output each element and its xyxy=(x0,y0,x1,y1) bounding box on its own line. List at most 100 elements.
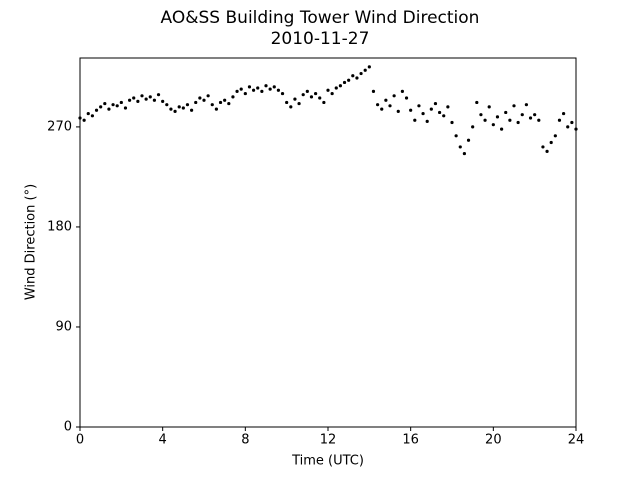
data-point xyxy=(247,85,252,89)
data-point xyxy=(479,113,483,117)
data-point xyxy=(326,88,330,92)
data-point xyxy=(165,103,169,107)
data-point xyxy=(235,89,239,93)
data-point xyxy=(218,100,223,105)
x-tick-label: 20 xyxy=(485,433,502,448)
data-point xyxy=(280,91,285,96)
y-tick-label: 0 xyxy=(64,420,72,435)
data-point xyxy=(239,87,243,91)
data-point xyxy=(227,101,231,106)
data-point xyxy=(144,97,148,101)
data-point xyxy=(111,103,115,107)
data-point xyxy=(156,93,161,97)
data-point xyxy=(409,108,413,112)
data-point xyxy=(500,127,504,131)
chart-title: AO&SS Building Tower Wind Direction xyxy=(161,8,480,28)
data-point xyxy=(107,107,111,111)
data-point xyxy=(396,109,400,113)
data-point xyxy=(252,88,256,92)
data-point xyxy=(301,93,305,97)
data-point xyxy=(231,95,235,99)
data-point xyxy=(256,86,260,90)
data-point xyxy=(181,106,185,110)
data-point xyxy=(495,115,500,119)
data-point xyxy=(524,103,529,107)
data-point xyxy=(99,105,103,109)
data-point xyxy=(491,123,495,127)
data-point xyxy=(417,104,421,108)
data-point xyxy=(198,96,202,100)
data-point xyxy=(260,89,264,93)
data-point xyxy=(264,84,268,88)
data-point xyxy=(119,100,123,105)
data-point xyxy=(528,116,533,120)
data-point xyxy=(553,134,557,138)
data-point xyxy=(94,108,99,112)
data-point xyxy=(570,120,574,125)
data-point xyxy=(549,140,553,145)
data-point xyxy=(128,98,132,102)
data-point xyxy=(86,111,90,116)
data-point xyxy=(367,65,371,69)
data-point xyxy=(359,71,363,76)
data-point xyxy=(148,95,152,99)
data-point xyxy=(173,109,177,113)
data-point xyxy=(462,151,466,156)
data-point xyxy=(388,104,392,108)
data-point xyxy=(289,105,293,109)
data-point xyxy=(285,100,289,105)
x-tick-label: 8 xyxy=(241,433,249,448)
data-point xyxy=(268,87,272,91)
data-point xyxy=(334,86,338,90)
x-tick-label: 4 xyxy=(159,433,167,448)
x-tick-label: 24 xyxy=(568,433,585,448)
data-point xyxy=(404,96,409,100)
data-point xyxy=(314,91,318,96)
data-point xyxy=(458,145,462,149)
data-point xyxy=(210,103,214,107)
data-point xyxy=(272,85,276,89)
x-tick-label: 16 xyxy=(402,433,419,448)
data-point xyxy=(371,89,376,93)
data-point xyxy=(351,74,355,78)
data-point xyxy=(202,98,206,102)
data-point xyxy=(566,125,570,129)
data-point xyxy=(190,108,194,112)
data-point xyxy=(466,138,471,142)
data-point xyxy=(557,118,562,122)
data-point xyxy=(305,89,309,93)
data-point xyxy=(487,105,491,109)
data-point xyxy=(194,100,198,105)
data-point xyxy=(392,94,396,98)
data-point xyxy=(82,118,86,122)
data-point xyxy=(450,120,454,125)
data-point xyxy=(338,84,342,88)
data-point xyxy=(380,107,384,111)
data-point xyxy=(471,125,475,129)
data-point xyxy=(297,101,301,106)
data-point xyxy=(293,97,297,101)
data-point xyxy=(545,149,549,153)
y-tick-label: 270 xyxy=(47,119,72,134)
data-point xyxy=(384,98,388,102)
x-tick-label: 0 xyxy=(76,433,84,448)
data-point xyxy=(243,91,247,96)
x-tick-label: 12 xyxy=(320,433,337,448)
data-point xyxy=(177,105,181,109)
data-point xyxy=(433,101,438,106)
data-point xyxy=(136,99,140,103)
data-point xyxy=(425,119,429,123)
data-point xyxy=(309,95,314,99)
data-point xyxy=(421,111,425,116)
data-point xyxy=(516,120,520,125)
data-point xyxy=(520,113,524,117)
data-point xyxy=(574,127,578,131)
data-point xyxy=(318,96,322,100)
data-point xyxy=(322,100,326,105)
data-point xyxy=(454,134,458,138)
data-point xyxy=(541,145,545,149)
data-point xyxy=(429,107,433,111)
data-point xyxy=(376,103,380,107)
y-tick-label: 180 xyxy=(47,219,72,234)
data-point xyxy=(512,104,516,108)
